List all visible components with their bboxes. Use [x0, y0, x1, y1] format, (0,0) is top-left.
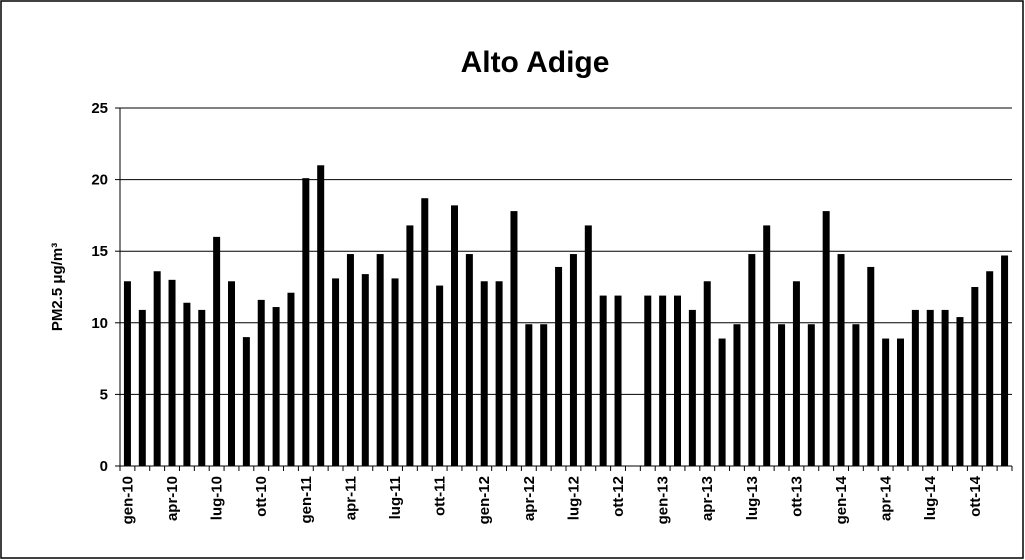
bar [971, 287, 979, 466]
bar [778, 324, 786, 466]
bar [867, 266, 875, 466]
bar [807, 324, 815, 466]
bar [436, 285, 444, 466]
bar [911, 309, 919, 466]
x-tick-label: gen-11 [298, 476, 315, 524]
x-tick-label: lug-14 [922, 475, 939, 520]
bar [614, 295, 622, 466]
x-tick-label: lug-10 [209, 476, 226, 520]
bar [168, 279, 176, 466]
bar [569, 254, 577, 466]
y-tick-label: 10 [91, 315, 108, 332]
bar [659, 295, 667, 466]
x-tick-label: gen-12 [476, 476, 493, 524]
bar [287, 292, 295, 466]
bar [361, 274, 369, 466]
bar [421, 198, 429, 466]
bar [733, 324, 741, 466]
x-tick-label: apr-12 [521, 476, 538, 521]
y-tick-label: 0 [100, 458, 108, 475]
bar [332, 278, 340, 466]
x-tick-label: lug-12 [565, 476, 582, 520]
bar [213, 236, 221, 466]
bar [525, 324, 533, 466]
bar [183, 302, 191, 466]
bar [718, 338, 726, 466]
y-tick-label: 20 [91, 172, 108, 189]
y-tick-label: 15 [91, 243, 108, 260]
x-tick-label: apr-10 [164, 476, 181, 521]
bar [272, 307, 280, 466]
x-tick-label: ott-12 [610, 476, 627, 517]
bar [748, 254, 756, 466]
x-tick-label: gen-13 [655, 476, 672, 524]
bar [926, 309, 934, 466]
bar [674, 295, 681, 466]
x-tick-label: ott-14 [967, 475, 984, 516]
bar [153, 271, 161, 466]
bar [986, 271, 994, 466]
bar [391, 278, 399, 466]
bar [138, 309, 146, 466]
bar [792, 281, 800, 466]
bar [688, 309, 696, 466]
bar [763, 225, 771, 466]
bar [822, 211, 830, 466]
bar [852, 324, 860, 466]
bar [584, 225, 592, 466]
x-tick-label: ott-11 [432, 476, 449, 516]
bar [703, 281, 711, 466]
bar [941, 309, 949, 466]
bar [198, 309, 206, 466]
bar [495, 281, 503, 466]
y-tick-label: 5 [100, 386, 108, 403]
bar [451, 205, 458, 466]
x-tick-label: gen-14 [833, 475, 850, 524]
bar [555, 266, 563, 466]
bar [317, 165, 325, 466]
chart-title: Alto Adige [461, 46, 610, 79]
x-tick-label: lug-11 [387, 476, 404, 519]
y-axis-label: PM2.5 μg/m³ [49, 243, 66, 331]
bar [510, 211, 518, 466]
bar [644, 295, 652, 466]
bar [480, 281, 488, 466]
bar [242, 337, 250, 466]
x-tick-label: apr-14 [878, 475, 895, 521]
bar [956, 317, 964, 466]
bar [599, 295, 607, 466]
x-tick-label: gen-10 [119, 476, 136, 524]
x-tick-label: ott-10 [253, 476, 270, 517]
bar [406, 225, 414, 466]
y-tick-label: 25 [91, 100, 108, 117]
x-tick-label: apr-11 [342, 476, 359, 520]
bar [346, 254, 354, 466]
bar [376, 254, 384, 466]
bar [257, 299, 265, 466]
bar [465, 254, 473, 466]
x-tick-label: ott-13 [788, 476, 805, 517]
bar [302, 178, 310, 466]
x-tick-label: apr-13 [699, 476, 716, 521]
bar [837, 254, 845, 466]
bar [228, 281, 235, 466]
bar [882, 338, 890, 466]
bar [897, 338, 904, 466]
x-tick-label: lug-13 [744, 476, 761, 520]
bar [540, 324, 548, 466]
bar [123, 281, 131, 466]
bar [1001, 255, 1009, 466]
